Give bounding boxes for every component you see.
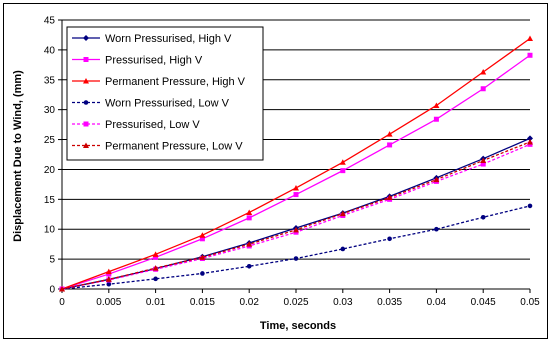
legend-item: Permanent Pressure, High V [72,76,246,88]
series-line [61,137,531,290]
legend-box [66,26,264,161]
x-tick-labels: 0 0.005 0.01 0.015 0.02 0.025 0.03 0.035 0.04 0.0… [59,297,540,308]
series [59,203,533,292]
x-axis-title: Time, seconds [260,320,336,332]
data-point [152,265,159,271]
data-point [527,135,533,142]
data-point [83,35,89,41]
legend-item: Worn Pressurised, Low V [72,98,230,110]
x-tick-label: 0.05 [520,297,540,308]
data-point [83,142,89,148]
x-tick-label: 0.015 [190,297,215,308]
y-tick-label: 35 [44,75,56,86]
data-point [83,121,89,127]
legend: Worn Pressurised, High V Pressurised, Hig… [66,26,264,161]
series-line [61,141,531,290]
y-tick-label: 45 [44,16,56,27]
y-tick-label: 5 [49,255,55,266]
data-point [153,254,159,260]
data-point [527,52,533,58]
data-point [480,161,486,167]
legend-label: Permanent Pressure, High V [105,76,246,88]
data-point [480,157,487,163]
data-point [339,210,346,217]
y-tick-label: 30 [44,105,56,116]
series-line [61,143,531,290]
y-tick-label: 15 [44,195,56,206]
legend-item: Pressurised, High V [72,55,203,67]
series [59,141,533,292]
legend-label: Worn Pressurised, High V [105,33,232,45]
data-point [433,176,440,183]
data-point [340,168,346,174]
data-point [340,246,346,252]
y-axis-title: Displacement Due to Wind, (mm) [12,70,24,242]
data-point [199,236,205,242]
data-point [105,276,112,282]
y-tick-label: 10 [44,225,56,236]
data-point [246,209,253,215]
data-point [199,232,206,238]
legend-label: Pressurised, High V [105,55,203,67]
legend-label: Permanent Pressure, Low V [105,141,243,153]
data-point [199,254,206,260]
data-point [480,214,486,220]
y-tick-label: 20 [44,165,56,176]
series [59,52,533,292]
data-point [246,241,253,247]
data-point [386,131,393,137]
data-point [246,215,252,221]
data-point [106,281,112,287]
series-group [59,35,533,292]
data-point [293,256,299,261]
data-point [105,268,112,275]
data-point [387,142,393,148]
y-tick-label: 25 [44,135,56,146]
data-point [83,78,89,84]
data-point [386,194,393,201]
legend-label: Pressurised, Low V [105,119,200,131]
data-point [527,35,533,42]
data-point [83,57,89,62]
x-tick-label: 0 [59,297,65,308]
series [59,35,533,292]
data-point [293,192,299,198]
data-point [339,159,346,165]
x-tick-label: 0.035 [377,297,402,308]
x-tick-label: 0.025 [283,297,308,308]
legend-item: Pressurised, Low V [72,119,200,131]
series-line [61,205,531,290]
data-point [293,226,299,233]
y-tick-label: 40 [44,45,56,56]
data-point [83,100,89,105]
y-tick-label: 0 [49,285,55,296]
legend-item: Permanent Pressure, Low V [72,141,243,153]
x-tick-label: 0.01 [146,297,166,308]
data-point [387,236,392,242]
data-point [59,286,65,292]
data-point [246,263,252,269]
data-point [434,226,439,232]
data-point [480,69,487,75]
data-point [433,102,440,108]
data-point [200,271,205,276]
data-point [153,276,158,282]
data-point [293,184,299,191]
data-point [480,86,486,92]
legend-item: Worn Pressurised, High V [72,33,232,45]
x-tick-label: 0.045 [471,297,496,308]
x-tick-label: 0.005 [96,297,121,308]
series [59,138,533,292]
data-point [527,203,533,209]
data-point [433,116,439,122]
y-tick-labels: 0 5 10 15 20 25 30 35 40 45 [44,16,56,296]
x-tick-label: 0.04 [427,297,447,308]
legend-label: Worn Pressurised, Low V [105,98,230,110]
data-point [527,138,533,145]
data-point [152,251,159,257]
x-tick-label: 0.02 [239,297,259,308]
x-tick-label: 0.03 [333,297,353,308]
